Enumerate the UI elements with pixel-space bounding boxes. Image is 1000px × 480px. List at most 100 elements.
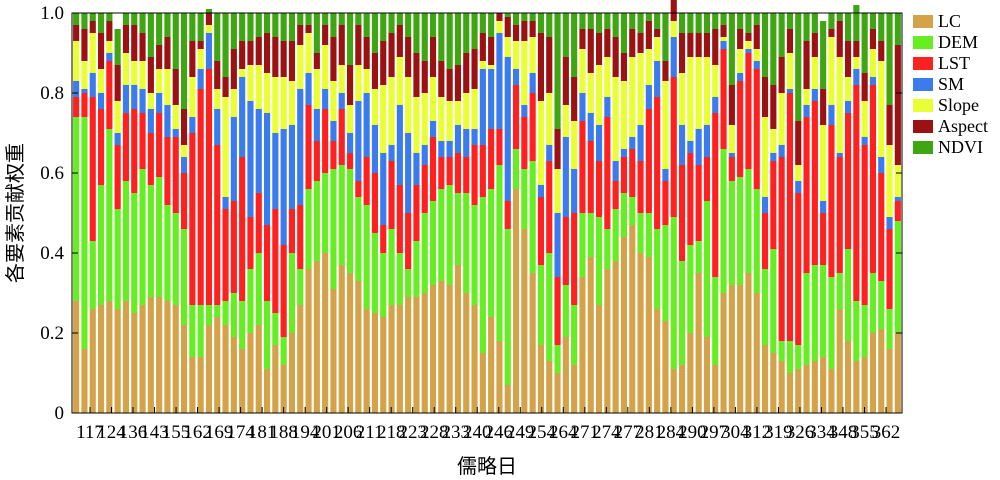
bar-stack: [471, 13, 478, 413]
x-tick-label: 326: [786, 422, 815, 443]
bar-segment-lst: [280, 245, 287, 337]
bar-stack: [853, 5, 860, 413]
legend-label: LST: [938, 53, 970, 73]
bar-segment-aspect: [463, 53, 470, 93]
bar-segment-slope: [836, 57, 843, 153]
bar-segment-aspect: [205, 13, 213, 25]
bar-segment-aspect: [313, 53, 320, 69]
bar-segment-slope: [820, 125, 827, 201]
bar-segment-dem: [595, 217, 603, 305]
bar-segment-lc: [180, 325, 188, 413]
bar-segment-lst: [139, 113, 146, 169]
y-axis-title: 各要素贡献权重: [3, 143, 27, 283]
bar-segment-dem: [156, 177, 163, 297]
bar-segment-ndvi: [678, 13, 686, 33]
bar-segment-aspect: [496, 13, 503, 21]
bar-segment-sm: [114, 133, 121, 145]
bar-segment-ndvi: [205, 9, 213, 13]
bar-segment-lc: [89, 309, 96, 413]
x-tick-label: 117: [76, 422, 104, 443]
bar-segment-ndvi: [595, 13, 603, 33]
bar-segment-aspect: [471, 49, 478, 89]
bar-stack: [869, 13, 877, 413]
bar-segment-lc: [604, 269, 611, 413]
bar-segment-aspect: [189, 41, 196, 77]
bar-segment-slope: [388, 77, 395, 145]
bar-segment-lc: [554, 373, 561, 413]
legend-label: Slope: [938, 95, 979, 115]
bar-segment-sm: [670, 37, 677, 77]
bar-segment-lst: [73, 97, 80, 117]
bar-segment-dem: [670, 217, 677, 369]
legend-item: NDVI: [913, 137, 983, 157]
bar-segment-lc: [147, 297, 154, 413]
bar-segment-aspect: [156, 45, 163, 69]
bar-segment-lst: [687, 153, 694, 245]
x-tick-label: 181: [248, 422, 277, 443]
bar-stack: [629, 13, 636, 413]
bar-segment-ndvi: [106, 13, 113, 21]
bar-stack: [637, 13, 644, 413]
bar-segment-sm: [322, 89, 329, 109]
bar-segment-ndvi: [604, 13, 611, 29]
bar-segment-dem: [346, 169, 354, 273]
bar-segment-slope: [504, 37, 511, 57]
bar-segment-slope: [737, 49, 744, 73]
bar-segment-lst: [479, 145, 486, 197]
plot-frame: [71, 12, 903, 414]
bar-segment-dem: [147, 185, 154, 297]
legend-swatch: [913, 36, 933, 49]
bar-segment-dem: [894, 221, 901, 333]
bar-stack: [446, 13, 453, 413]
bar-segment-slope: [305, 33, 312, 73]
bar-segment-sm: [355, 101, 362, 181]
bar-segment-lc: [288, 333, 296, 413]
bar-segment-lst: [587, 141, 594, 213]
bar-segment-slope: [861, 101, 868, 137]
bar-segment-aspect: [380, 41, 387, 85]
bar-segment-sm: [330, 121, 337, 141]
bar-stack: [836, 13, 843, 413]
bar-segment-slope: [620, 81, 628, 149]
bar-stack: [579, 13, 586, 413]
bar-segment-aspect: [745, 33, 752, 41]
bar-segment-sm: [637, 125, 644, 161]
bar-segment-slope: [670, 21, 677, 37]
bar-segment-sm: [305, 73, 312, 105]
bar-segment-sm: [828, 105, 835, 125]
bar-segment-sm: [197, 69, 204, 89]
bar-segment-lc: [97, 305, 105, 413]
bar-segment-aspect: [180, 109, 188, 145]
bar-stack: [438, 13, 445, 413]
bar-segment-sm: [687, 141, 694, 153]
bar-stack: [338, 13, 345, 413]
bar-segment-dem: [654, 229, 661, 309]
bar-stack: [454, 13, 462, 413]
bar-segment-slope: [770, 129, 777, 153]
x-tick-label: 240: [463, 422, 492, 443]
bar-segment-ndvi: [479, 13, 486, 33]
bar-segment-lc: [512, 189, 520, 413]
bar-segment-aspect: [695, 33, 702, 57]
bar-segment-sm: [571, 169, 578, 213]
bar-stack: [886, 13, 893, 413]
bar-segment-sm: [678, 125, 686, 165]
bar-segment-sm: [778, 145, 785, 157]
bar-segment-ndvi: [645, 13, 652, 21]
bar-segment-sm: [595, 125, 603, 161]
bar-segment-lc: [230, 337, 237, 413]
bar-segment-slope: [529, 37, 536, 73]
bar-segment-sm: [131, 85, 138, 109]
bar-segment-dem: [869, 273, 877, 333]
bar-segment-lst: [396, 185, 403, 253]
bar-segment-ndvi: [147, 13, 154, 57]
bar-segment-lst: [770, 161, 777, 249]
bar-segment-dem: [770, 249, 777, 353]
bar-segment-sm: [770, 153, 777, 161]
bar-segment-ndvi: [488, 13, 495, 37]
bar-segment-sm: [156, 93, 163, 113]
bar-segment-lst: [471, 145, 478, 205]
bar-segment-aspect: [73, 25, 80, 41]
bar-segment-lc: [886, 349, 893, 413]
bar-segment-lc: [429, 285, 437, 413]
